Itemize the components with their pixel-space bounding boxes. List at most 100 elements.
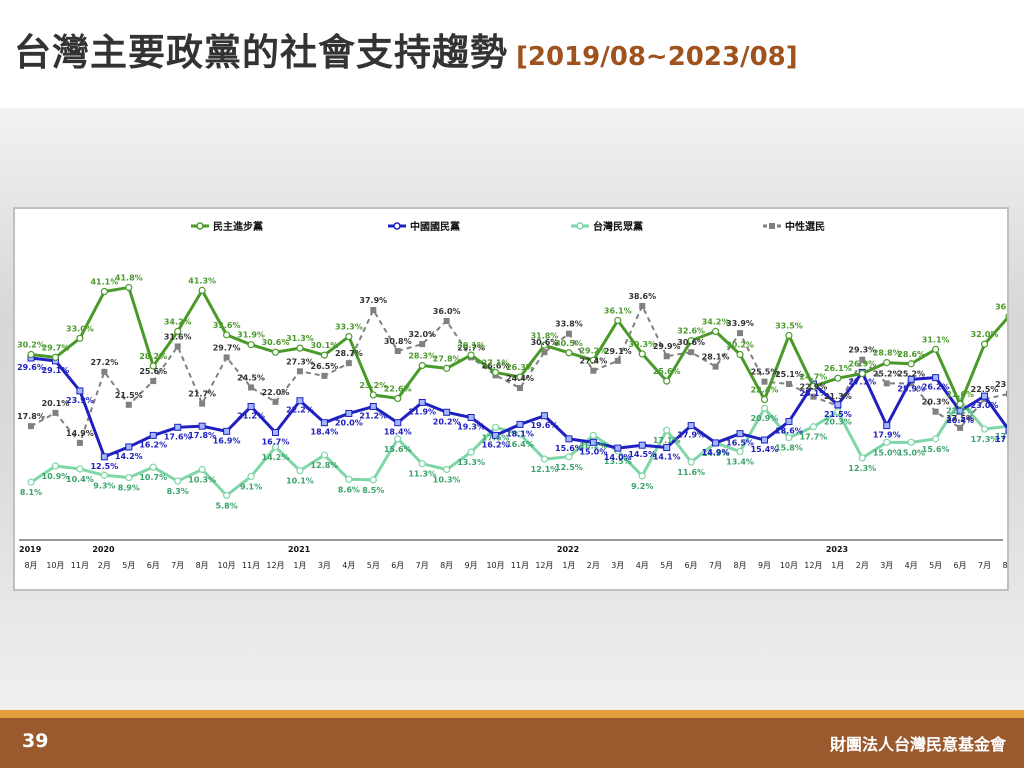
data-label-dpp: 32.0%	[971, 330, 999, 339]
data-point-neutral	[443, 318, 450, 324]
x-tick-label: 5月	[929, 561, 942, 570]
data-label-neutral: 21.5%	[115, 391, 143, 400]
data-label-dpp: 41.3%	[188, 276, 216, 285]
data-point-kmt	[565, 435, 573, 443]
title-main: 台灣主要政黨的社會支持趨勢	[14, 31, 508, 74]
data-point-neutral	[810, 393, 817, 400]
data-label-kmt: 25.1%	[800, 389, 828, 398]
data-label-kmt: 20.4%	[946, 416, 974, 425]
data-point-kmt	[443, 408, 451, 416]
data-label-kmt: 21.9%	[408, 407, 436, 416]
data-label-neutral: 24.4%	[506, 374, 534, 383]
data-label-tpp: 8.1%	[20, 488, 42, 497]
footer-bar: 39 財團法人台灣民意基金會	[0, 718, 1024, 768]
data-point-dpp	[932, 345, 940, 353]
data-point-tpp	[149, 463, 157, 471]
year-label: 2021	[288, 545, 311, 554]
data-label-kmt: 17.9%	[873, 431, 901, 440]
data-point-neutral	[321, 372, 328, 379]
data-label-neutral: 22.0%	[262, 388, 290, 397]
data-point-tpp	[932, 435, 940, 443]
data-label-kmt: 14.2%	[115, 452, 143, 461]
data-label-dpp: 30.2%	[726, 341, 754, 350]
data-point-dpp	[491, 368, 500, 377]
data-label-tpp: 15.0%	[873, 448, 901, 457]
x-tick-label: 1月	[831, 561, 844, 570]
data-point-kmt	[761, 436, 768, 444]
data-label-neutral: 27.2%	[90, 358, 118, 367]
data-label-kmt: 29.1%	[42, 366, 70, 375]
data-point-neutral	[859, 356, 866, 363]
organization-name: 財團法人台灣民意基金會	[829, 735, 1006, 754]
data-point-kmt	[100, 453, 108, 461]
data-point-dpp	[76, 334, 84, 342]
data-point-tpp	[100, 471, 108, 479]
data-point-kmt	[467, 413, 475, 421]
data-label-dpp: 32.6%	[677, 327, 705, 336]
data-point-kmt	[418, 398, 426, 406]
year-label: 2023	[826, 545, 848, 554]
data-point-tpp	[296, 467, 304, 475]
data-point-kmt	[1005, 426, 1007, 434]
data-label-neutral: 30.6%	[531, 338, 559, 347]
data-label-kmt: 19.6%	[531, 421, 559, 430]
legend-marker-neutral	[769, 223, 775, 229]
data-point-tpp	[663, 426, 671, 434]
data-label-tpp: 17.7%	[800, 433, 828, 442]
data-label-dpp: 30.6%	[262, 338, 290, 347]
data-label-kmt: 15.0%	[579, 447, 607, 456]
data-point-neutral	[52, 409, 59, 416]
data-point-tpp	[785, 434, 793, 442]
data-point-kmt	[834, 401, 842, 409]
data-point-dpp	[858, 369, 866, 378]
data-point-tpp	[540, 455, 549, 463]
data-label-tpp: 15.6%	[384, 445, 412, 454]
data-label-dpp: 23.2%	[359, 381, 387, 390]
data-label-tpp: 12.8%	[311, 461, 339, 470]
data-label-tpp: 10.3%	[433, 475, 461, 484]
data-point-tpp	[907, 438, 915, 446]
data-point-kmt	[174, 423, 182, 431]
data-label-dpp: 25.6%	[653, 367, 681, 376]
data-label-tpp: 20.9%	[751, 414, 779, 423]
data-label-kmt: 17.6%	[164, 432, 192, 441]
data-label-kmt: 17.1%	[995, 435, 1007, 444]
data-label-tpp: 8.5%	[362, 486, 384, 495]
data-label-kmt: 16.7%	[262, 438, 290, 447]
data-label-dpp: 26.9%	[848, 360, 876, 369]
data-label-dpp: 30.1%	[311, 341, 339, 350]
data-label-dpp: 28.2%	[139, 352, 167, 361]
x-tick-label: 6月	[685, 561, 698, 570]
data-point-tpp	[834, 408, 842, 416]
data-label-tpp: 17.8%	[995, 432, 1007, 441]
data-point-dpp	[369, 391, 377, 399]
data-point-dpp	[223, 331, 231, 339]
data-point-dpp	[760, 395, 769, 404]
data-label-tpp: 9.3%	[93, 481, 115, 490]
data-label-neutral: 29.7%	[213, 343, 241, 352]
data-point-neutral	[590, 367, 597, 374]
data-point-tpp	[809, 423, 818, 431]
x-tick-label: 9月	[758, 561, 771, 570]
data-label-dpp: 31.8%	[531, 331, 559, 340]
x-tick-label: 5月	[660, 561, 673, 570]
data-label-tpp: 20.3%	[824, 418, 852, 427]
data-point-kmt	[638, 441, 646, 449]
data-label-dpp: 29.7%	[42, 343, 70, 352]
data-label-neutral: 22.5%	[971, 385, 999, 394]
data-label-neutral: 28.1%	[702, 353, 730, 362]
data-label-neutral: 25.2%	[873, 369, 901, 378]
x-tick-label: 4月	[342, 561, 355, 570]
data-label-tpp: 17.6%	[482, 433, 510, 442]
data-label-tpp: 16.2%	[579, 441, 607, 450]
data-label-kmt: 17.8%	[188, 431, 216, 440]
data-point-tpp	[858, 454, 866, 462]
data-point-kmt	[492, 431, 500, 439]
data-point-kmt	[198, 422, 206, 430]
data-point-neutral	[174, 343, 181, 350]
data-point-tpp	[247, 472, 255, 481]
data-label-tpp: 13.4%	[726, 458, 754, 467]
data-label-kmt: 25.9%	[897, 384, 925, 393]
data-label-neutral: 30.6%	[677, 338, 705, 347]
data-point-kmt	[712, 439, 720, 447]
